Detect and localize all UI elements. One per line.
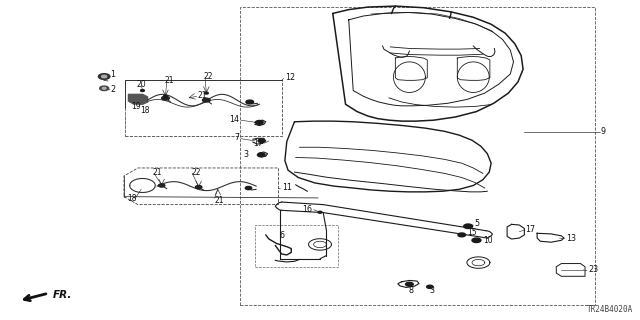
Text: 3: 3 <box>243 150 248 159</box>
Text: 1: 1 <box>111 70 116 79</box>
Circle shape <box>164 95 168 97</box>
Circle shape <box>258 139 264 142</box>
Circle shape <box>257 153 265 157</box>
Text: 12: 12 <box>285 73 295 82</box>
Text: 16: 16 <box>301 204 312 213</box>
Text: 21: 21 <box>197 91 207 100</box>
Text: 14: 14 <box>230 115 239 124</box>
Polygon shape <box>129 94 148 104</box>
Text: 17: 17 <box>253 139 262 148</box>
Circle shape <box>159 184 165 187</box>
Bar <box>255 225 338 267</box>
Text: 18: 18 <box>140 106 149 115</box>
Text: 7: 7 <box>234 133 239 142</box>
Text: 22: 22 <box>191 168 200 177</box>
Text: TR24B4020A: TR24B4020A <box>587 305 633 314</box>
Circle shape <box>255 121 263 124</box>
Circle shape <box>246 100 253 104</box>
Circle shape <box>202 98 210 102</box>
Text: 3: 3 <box>430 286 435 295</box>
Circle shape <box>427 285 433 288</box>
Text: 5: 5 <box>474 219 479 228</box>
Text: 21: 21 <box>153 168 162 177</box>
Circle shape <box>472 238 481 243</box>
Bar <box>125 80 282 136</box>
Circle shape <box>458 233 466 237</box>
Text: 11: 11 <box>282 183 292 192</box>
Circle shape <box>102 75 107 78</box>
Circle shape <box>102 87 106 89</box>
Circle shape <box>406 282 413 286</box>
Text: 17: 17 <box>525 225 536 234</box>
Text: 19: 19 <box>132 102 141 111</box>
Text: 23: 23 <box>588 265 598 275</box>
Text: 21: 21 <box>165 76 174 85</box>
Text: 10: 10 <box>483 236 492 245</box>
Circle shape <box>245 187 252 190</box>
Text: 8: 8 <box>408 286 413 295</box>
Text: FR.: FR. <box>53 291 72 300</box>
Text: 2: 2 <box>111 85 116 94</box>
Circle shape <box>100 86 109 91</box>
Circle shape <box>204 92 208 94</box>
Text: 9: 9 <box>601 127 606 136</box>
Circle shape <box>162 96 170 100</box>
Circle shape <box>99 74 110 79</box>
Text: 13: 13 <box>566 234 577 243</box>
Text: 18: 18 <box>127 194 136 204</box>
Text: 6: 6 <box>280 231 285 240</box>
Circle shape <box>195 186 202 189</box>
Circle shape <box>141 90 145 92</box>
Text: 15: 15 <box>467 228 477 237</box>
Text: 20: 20 <box>136 80 146 89</box>
Circle shape <box>464 224 472 228</box>
Text: 22: 22 <box>204 72 213 81</box>
Circle shape <box>318 211 322 213</box>
Bar <box>240 7 595 305</box>
Text: 21: 21 <box>214 196 224 205</box>
